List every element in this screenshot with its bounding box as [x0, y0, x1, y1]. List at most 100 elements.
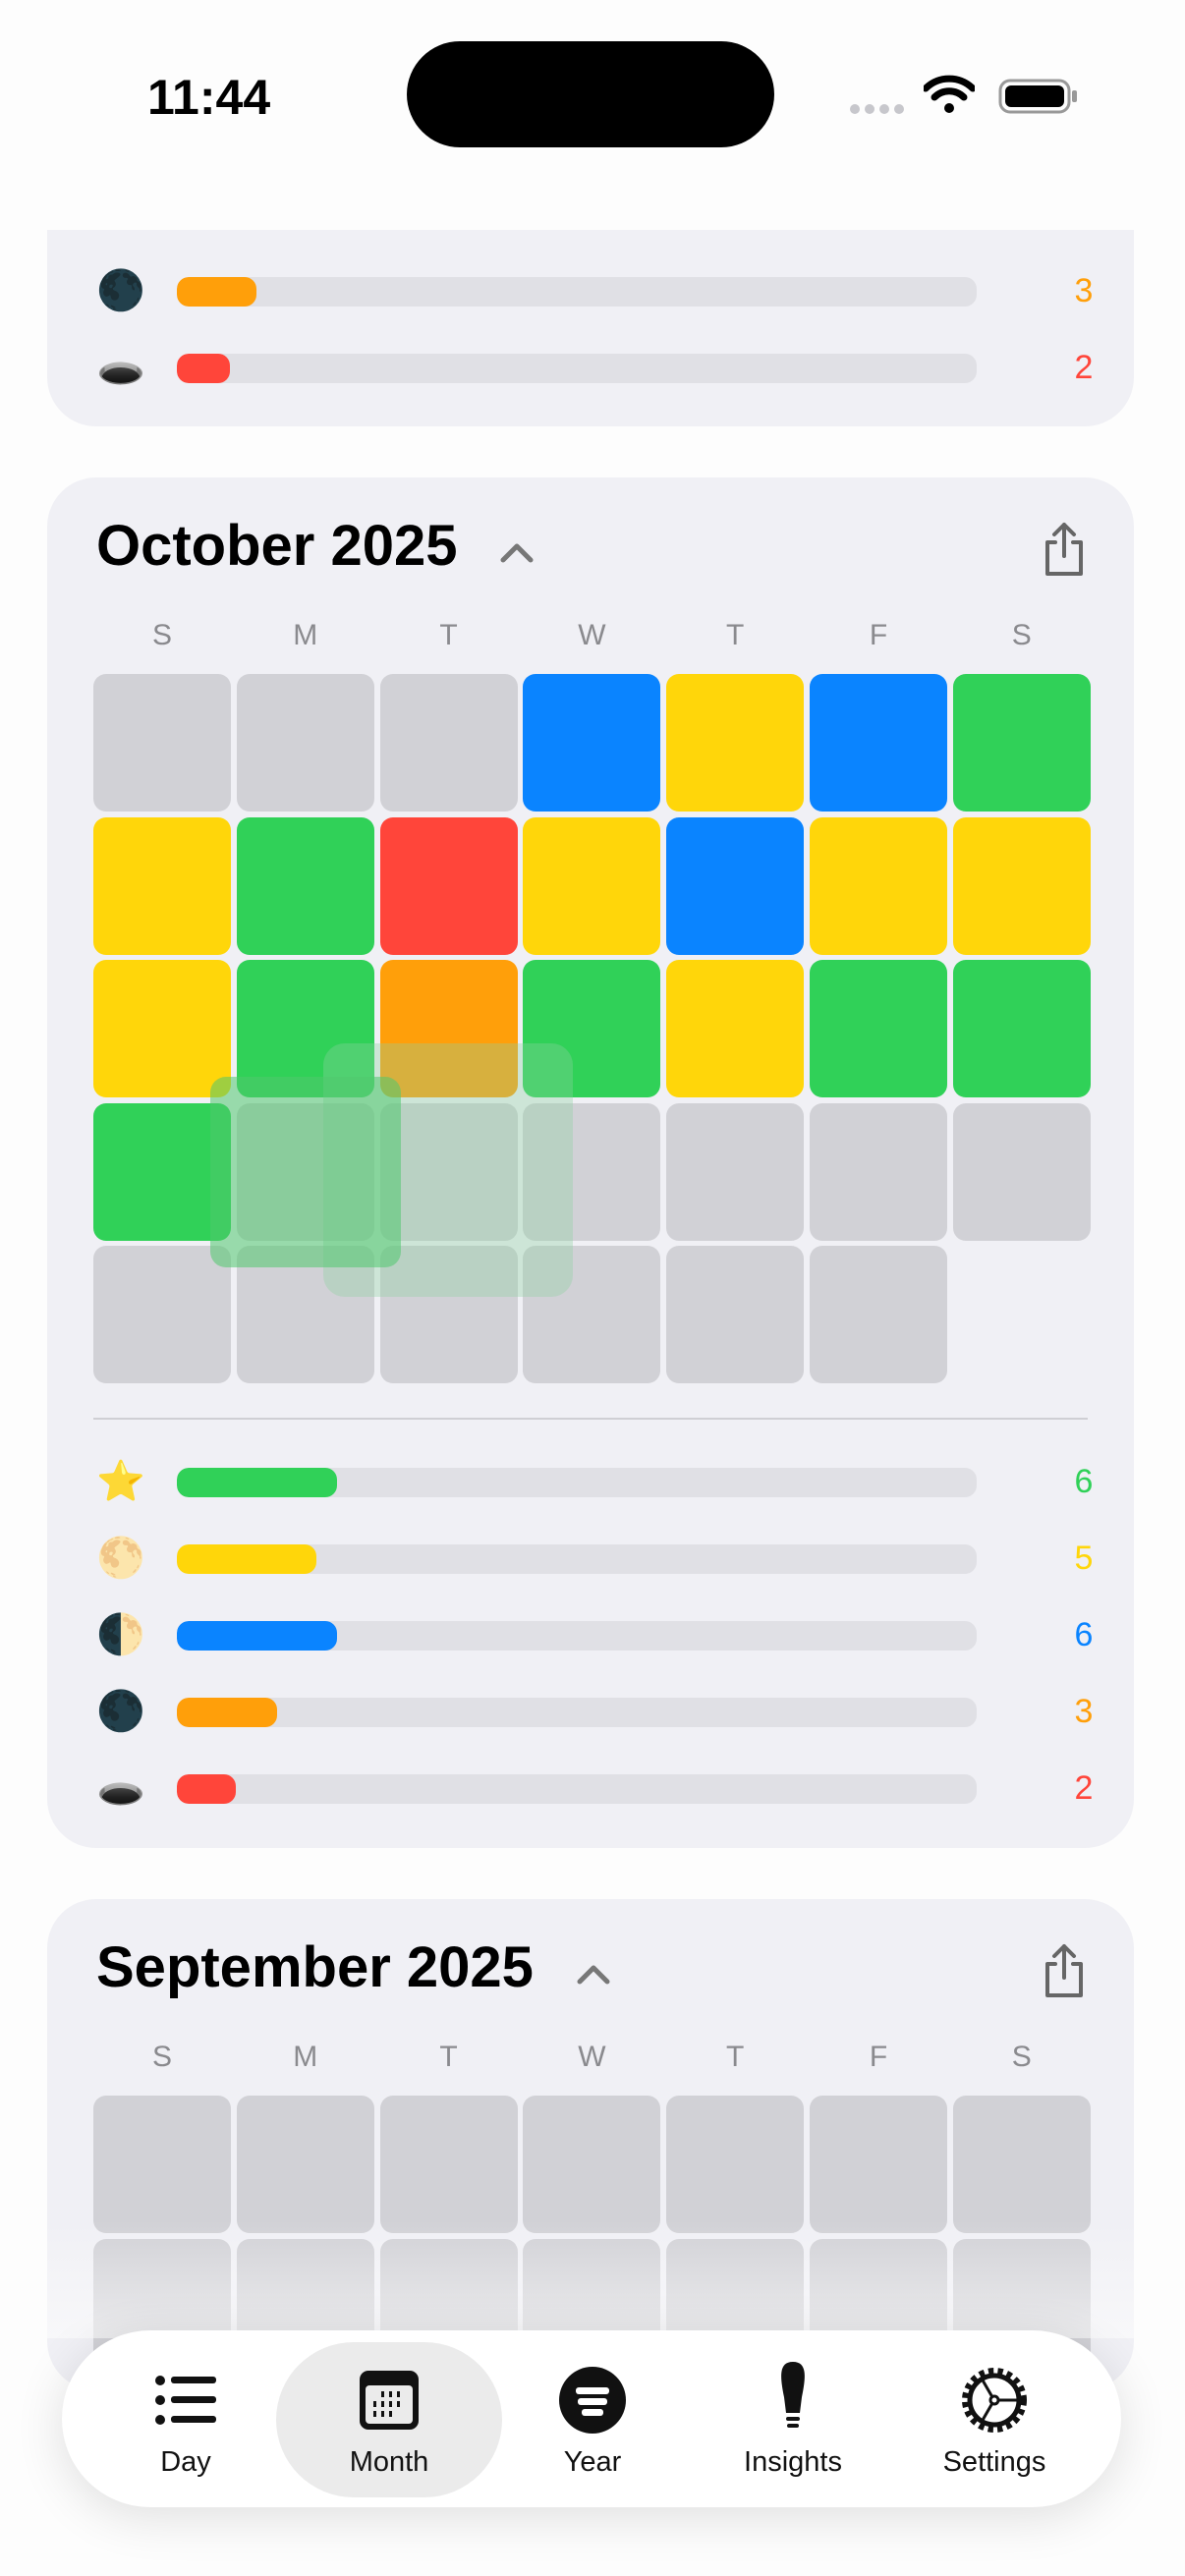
- day-cell-good[interactable]: [666, 674, 805, 812]
- count-value: 2: [1074, 349, 1094, 386]
- day-cell-okay[interactable]: [666, 816, 805, 955]
- share-icon[interactable]: [1040, 521, 1089, 580]
- weekday-label: W: [578, 2041, 606, 2073]
- day-cell-good[interactable]: [93, 960, 231, 1097]
- tab-year[interactable]: Year: [480, 2342, 705, 2497]
- day-cell-empty[interactable]: [93, 2096, 231, 2233]
- day-cell-great[interactable]: [523, 960, 661, 1097]
- day-cell-okay[interactable]: [810, 674, 947, 812]
- day-cell-good[interactable]: [523, 816, 661, 955]
- count-bar-track: [177, 1621, 977, 1651]
- hole-icon: 🕳️: [96, 1766, 145, 1810]
- count-bar-track: [177, 1544, 977, 1574]
- weekday-label: S: [1011, 2041, 1032, 2073]
- count-bar-track: [177, 1698, 977, 1727]
- day-cell-empty[interactable]: [810, 1246, 947, 1383]
- tab-label: Day: [160, 2446, 211, 2478]
- tab-month[interactable]: Month: [276, 2342, 502, 2497]
- day-cell-empty[interactable]: [523, 1246, 661, 1383]
- day-cell-good[interactable]: [952, 816, 1091, 955]
- new-moon-icon: 🌑: [96, 269, 145, 312]
- half-moon-icon: 🌓: [96, 1613, 145, 1656]
- day-cell-empty[interactable]: [810, 2096, 947, 2233]
- tab-insights[interactable]: Insights: [680, 2342, 906, 2497]
- full-moon-icon: 🌕: [96, 1537, 145, 1580]
- count-bar-fill: [177, 1468, 337, 1497]
- count-bar-fill: [177, 277, 257, 307]
- weekday-label: F: [869, 2041, 888, 2073]
- chevron-up-icon[interactable]: [497, 532, 536, 572]
- calendar-icon: [360, 2371, 419, 2430]
- day-cell-awful[interactable]: [379, 816, 518, 955]
- legend-row: 🌑 3: [47, 261, 1134, 320]
- gear-icon: [962, 2368, 1027, 2433]
- hole-icon: 🕳️: [96, 346, 145, 389]
- count-value: 3: [1074, 1693, 1094, 1730]
- count-value: 3: [1074, 272, 1094, 309]
- signal-icon: [849, 102, 908, 114]
- share-icon[interactable]: [1040, 1942, 1089, 2001]
- weekday-label: W: [578, 619, 606, 651]
- weekday-label: S: [1011, 619, 1032, 651]
- count-bar-track: [177, 354, 977, 383]
- day-cell-empty[interactable]: [236, 1246, 374, 1383]
- day-cell-empty[interactable]: [93, 1246, 231, 1383]
- day-cell-empty[interactable]: [379, 1102, 518, 1241]
- count-bar-fill: [177, 1621, 337, 1651]
- day-cell-empty[interactable]: [379, 674, 518, 812]
- day-cell-empty[interactable]: [810, 1102, 947, 1241]
- tab-label: Month: [349, 2446, 429, 2478]
- weekday-label: T: [726, 619, 745, 651]
- count-bar-fill: [177, 1544, 317, 1574]
- day-cell-okay[interactable]: [523, 674, 661, 812]
- day-cell-bad[interactable]: [379, 960, 518, 1097]
- count-value: 6: [1074, 1616, 1094, 1653]
- day-cell-empty[interactable]: [666, 1246, 805, 1383]
- weekday-label: T: [439, 619, 458, 651]
- legend-row: ⭐ 6: [47, 1452, 1134, 1511]
- day-cell-empty[interactable]: [93, 674, 231, 812]
- day-cell-empty[interactable]: [236, 674, 374, 812]
- day-cell-empty[interactable]: [952, 2096, 1091, 2233]
- top-safe-area: [0, 147, 1185, 230]
- day-cell-empty[interactable]: [236, 2096, 374, 2233]
- chevron-up-icon[interactable]: [574, 1954, 613, 1993]
- day-cell-empty[interactable]: [379, 1246, 518, 1383]
- day-cell-great[interactable]: [93, 1102, 231, 1241]
- legend-row: 🌑 3: [47, 1682, 1134, 1741]
- day-cell-empty[interactable]: [666, 2096, 805, 2233]
- count-bar-track: [177, 277, 977, 307]
- weekday-label: S: [151, 619, 172, 651]
- dynamic-island: [407, 41, 774, 147]
- lightbulb-icon: [781, 2362, 805, 2428]
- weekday-label: F: [869, 619, 888, 651]
- day-cell-great[interactable]: [236, 960, 374, 1097]
- day-cell-great[interactable]: [952, 674, 1091, 812]
- year-icon: [559, 2367, 626, 2434]
- weekday-label: T: [439, 2041, 458, 2073]
- day-cell-empty[interactable]: [523, 1102, 661, 1241]
- divider: [93, 1418, 1088, 1420]
- count-bar-fill: [177, 354, 230, 383]
- wifi-icon: [922, 75, 977, 114]
- day-cell-empty[interactable]: [952, 1102, 1091, 1241]
- legend-row: 🕳️ 2: [47, 338, 1134, 397]
- day-cell-great[interactable]: [810, 960, 947, 1097]
- drag-preview-cell: [210, 1077, 401, 1267]
- day-cell-good[interactable]: [666, 960, 805, 1097]
- tab-day[interactable]: Day: [73, 2342, 299, 2497]
- day-cell-good[interactable]: [93, 816, 231, 955]
- day-cell-good[interactable]: [810, 816, 947, 955]
- day-cell-great[interactable]: [236, 816, 374, 955]
- status-time: 11:44: [147, 70, 271, 125]
- count-bar-track: [177, 1468, 977, 1497]
- day-cell-empty[interactable]: [666, 1102, 805, 1241]
- day-cell-empty[interactable]: [379, 2096, 518, 2233]
- legend-row: 🕳️ 2: [47, 1759, 1134, 1818]
- tab-label: Insights: [744, 2446, 842, 2478]
- tab-bar: Day Month Year Insights Settings: [62, 2330, 1121, 2507]
- day-cell-empty[interactable]: [523, 2096, 661, 2233]
- star-icon: ⭐: [96, 1460, 145, 1503]
- tab-settings[interactable]: Settings: [881, 2342, 1107, 2497]
- day-cell-great[interactable]: [952, 960, 1091, 1097]
